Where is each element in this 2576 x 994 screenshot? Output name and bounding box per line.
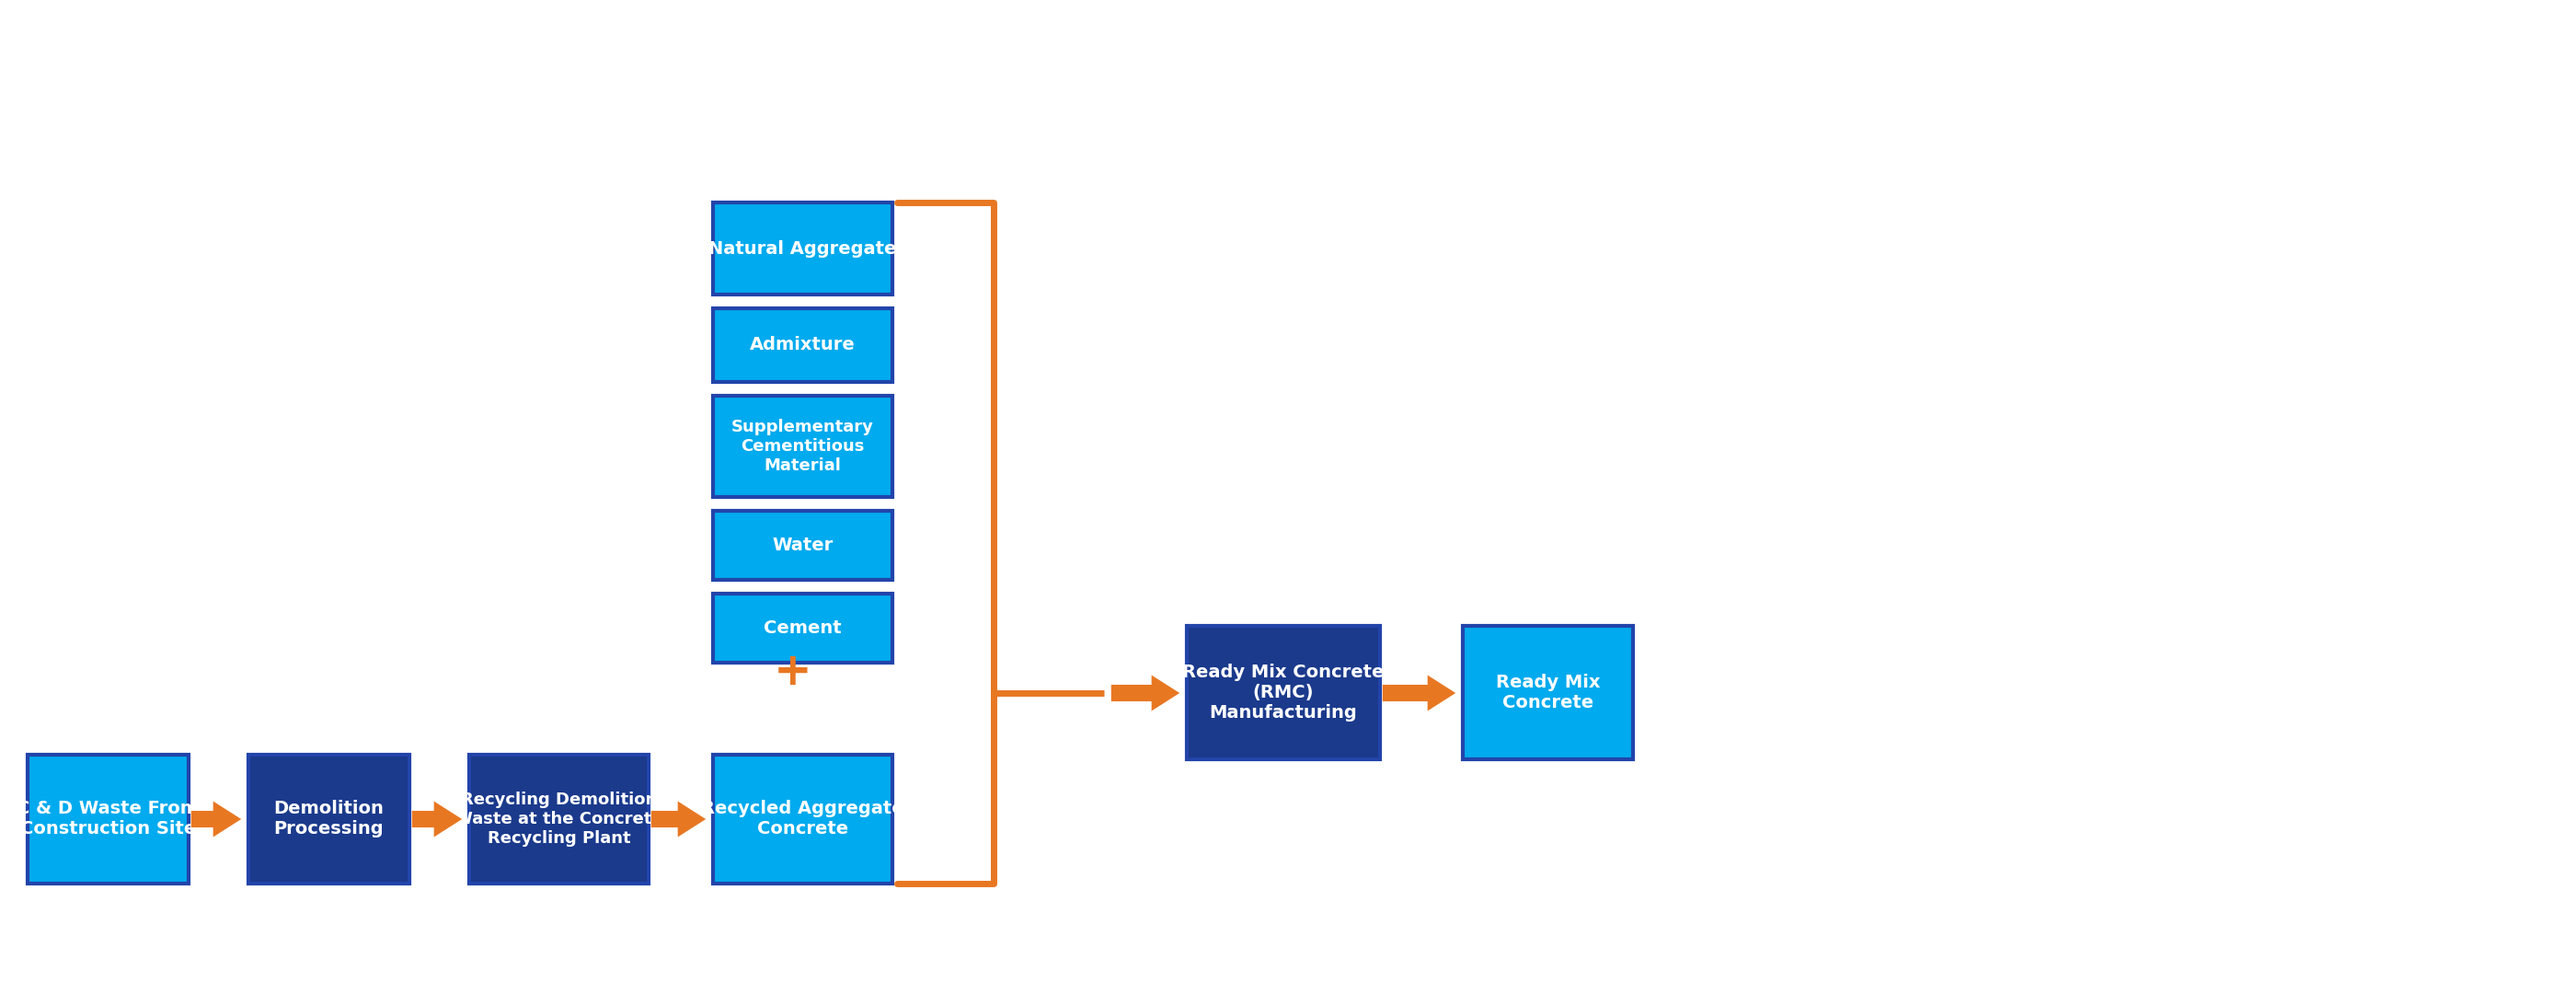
FancyBboxPatch shape	[714, 754, 891, 884]
Text: Demolition
Processing: Demolition Processing	[273, 800, 384, 838]
Text: Cement: Cement	[762, 619, 842, 637]
Text: Natural Aggregate: Natural Aggregate	[708, 240, 896, 257]
FancyBboxPatch shape	[1188, 626, 1381, 759]
FancyBboxPatch shape	[1463, 626, 1633, 759]
FancyBboxPatch shape	[714, 396, 891, 497]
FancyBboxPatch shape	[714, 511, 891, 580]
FancyBboxPatch shape	[469, 754, 649, 884]
Text: Admixture: Admixture	[750, 336, 855, 354]
FancyBboxPatch shape	[247, 754, 410, 884]
Text: Recycled Aggregate
Concrete: Recycled Aggregate Concrete	[701, 800, 904, 838]
FancyBboxPatch shape	[714, 308, 891, 382]
FancyBboxPatch shape	[714, 593, 891, 663]
Text: Water: Water	[773, 537, 832, 554]
FancyBboxPatch shape	[28, 754, 188, 884]
Text: Recycling Demolition
Waste at the Concrete
Recycling Plant: Recycling Demolition Waste at the Concre…	[453, 791, 662, 847]
FancyBboxPatch shape	[714, 203, 891, 294]
Text: +: +	[773, 650, 811, 694]
Text: Ready Mix
Concrete: Ready Mix Concrete	[1497, 674, 1600, 712]
Text: Supplementary
Cementitious
Material: Supplementary Cementitious Material	[732, 418, 873, 474]
Text: C & D Waste From
Construction Site: C & D Waste From Construction Site	[18, 800, 198, 838]
Text: Ready Mix Concrete
(RMC)
Manufacturing: Ready Mix Concrete (RMC) Manufacturing	[1182, 664, 1383, 722]
